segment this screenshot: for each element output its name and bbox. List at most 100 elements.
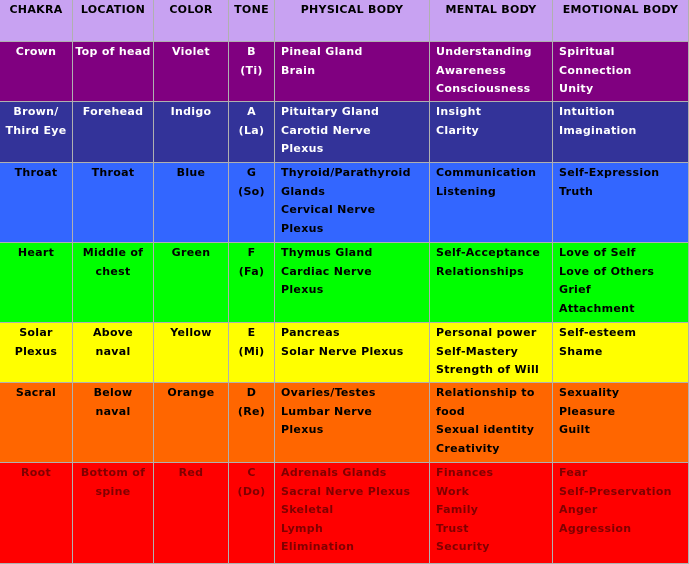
table-cell: Pancreas Solar Nerve Plexus <box>275 323 430 383</box>
cell-line: (Mi) <box>238 344 265 358</box>
cell-line: (Ti) <box>240 63 263 77</box>
cell-line: Guilt <box>559 423 591 437</box>
cell-line: Truth <box>559 184 594 198</box>
cell-line: Sexuality <box>559 386 620 399</box>
cell-line: Top of head <box>75 45 151 58</box>
cell-line: Glands <box>281 184 326 198</box>
cell-line: Pineal Gland <box>281 45 363 58</box>
table-cell: Top of head <box>73 42 154 102</box>
header-cell: CHAKRA <box>0 0 73 42</box>
table-cell: A (La) <box>229 102 275 163</box>
table-cell: Heart <box>0 243 73 323</box>
table-cell: Self-esteem Shame <box>553 323 689 383</box>
cell-line: Plexus <box>281 423 324 437</box>
table-cell: Spiritual Connection Unity <box>553 42 689 102</box>
table-cell: Blue <box>154 163 229 243</box>
table-cell: Sacral <box>0 383 73 463</box>
cell-line: Blue <box>176 166 206 179</box>
cell-line: Anger <box>559 503 598 517</box>
cell-line: Thyroid/Parathyroid <box>281 166 411 179</box>
cell-line: Plexus <box>281 142 324 156</box>
cell-line: Crown <box>15 45 57 58</box>
cell-line: Middle of <box>82 246 144 259</box>
header-text: LOCATION <box>80 3 146 16</box>
table-cell: Thymus Gland Cardiac Nerve Plexus <box>275 243 430 323</box>
cell-line: spine <box>95 484 131 498</box>
cell-line: Understanding <box>436 45 532 58</box>
cell-line: E <box>247 326 256 339</box>
cell-line: Adrenals Glands <box>281 466 387 479</box>
cell-line: Orange <box>167 386 215 399</box>
cell-line: Plexus <box>281 283 324 297</box>
cell-line: Connection <box>559 63 632 77</box>
table-cell: Love of Self Love of Others Grief Attachmen… <box>553 243 689 323</box>
cell-line: A <box>247 105 256 118</box>
cell-line: Awareness <box>436 63 507 77</box>
cell-line: Self-esteem <box>559 326 637 339</box>
cell-line: Yellow <box>170 326 212 339</box>
header-text: COLOR <box>169 3 213 16</box>
table-cell: Red <box>154 463 229 564</box>
table-cell: Throat <box>73 163 154 243</box>
cell-line: Intuition <box>559 105 615 118</box>
cell-line: Thymus Gland <box>281 246 373 259</box>
cell-line: Clarity <box>436 123 479 137</box>
table-cell: Finances Work Family Trust Security <box>430 463 553 564</box>
table-cell: Relationship to food Sexual identity Creati… <box>430 383 553 463</box>
cell-line: Sexual identity <box>436 423 535 437</box>
cell-line: Pleasure <box>559 404 616 418</box>
table-cell: Insight Clarity <box>430 102 553 163</box>
table-cell: G (So) <box>229 163 275 243</box>
cell-line: Relationship to <box>436 386 535 399</box>
table-cell: B (Ti) <box>229 42 275 102</box>
cell-line: Third Eye <box>5 123 67 137</box>
cell-line: Green <box>171 246 211 259</box>
cell-line: (So) <box>238 184 265 198</box>
table-cell: Adrenals Glands Sacral Nerve Plexus Skelet… <box>275 463 430 564</box>
cell-line: Listening <box>436 184 497 198</box>
table-cell: D (Re) <box>229 383 275 463</box>
cell-line: Finances <box>436 466 494 479</box>
cell-line: C <box>247 466 256 479</box>
table-cell: Personal power Self-Mastery Strength of Wi… <box>430 323 553 383</box>
cell-line: Imagination <box>559 123 637 137</box>
header-cell: EMOTIONAL BODY <box>553 0 689 42</box>
table-cell: Throat <box>0 163 73 243</box>
cell-line: Grief <box>559 283 591 297</box>
cell-line: Love of Self <box>559 246 636 259</box>
header-cell: LOCATION <box>73 0 154 42</box>
cell-line: Consciousness <box>436 82 531 96</box>
cell-line: chest <box>95 264 131 278</box>
header-cell: TONE <box>229 0 275 42</box>
cell-line: (La) <box>238 123 265 137</box>
cell-line: Cervical Nerve <box>281 203 376 217</box>
cell-line: Self-Mastery <box>436 344 519 358</box>
cell-line: Insight <box>436 105 482 118</box>
cell-line: (Re) <box>237 404 266 418</box>
cell-line: Indigo <box>170 105 212 118</box>
table-cell: Indigo <box>154 102 229 163</box>
cell-line: Red <box>178 466 204 479</box>
header-text: CHAKRA <box>9 3 63 16</box>
cell-line: Carotid Nerve <box>281 123 371 137</box>
cell-line: Skeletal <box>281 503 334 517</box>
table-cell: Crown <box>0 42 73 102</box>
cell-line: Bottom of <box>80 466 146 479</box>
cell-line: Security <box>436 540 490 554</box>
cell-line: Throat <box>91 166 135 179</box>
cell-line: Strength of Will <box>436 363 540 377</box>
table-cell: Communication Listening <box>430 163 553 243</box>
table-cell: Below naval <box>73 383 154 463</box>
cell-line: Fear <box>559 466 588 479</box>
table-cell: Fear Self-Preservation Anger Aggression <box>553 463 689 564</box>
table-cell: F (Fa) <box>229 243 275 323</box>
header-cell: PHYSICAL BODY <box>275 0 430 42</box>
cell-line: Communication <box>436 166 537 179</box>
cell-line: Attachment <box>559 301 635 315</box>
cell-line: Ovaries/Testes <box>281 386 376 399</box>
cell-line: Unity <box>559 82 594 96</box>
cell-line: Sacral Nerve Plexus <box>281 484 411 498</box>
cell-line: Relationships <box>436 264 525 278</box>
cell-line: Self-Acceptance <box>436 246 541 259</box>
cell-line: G <box>246 166 257 179</box>
